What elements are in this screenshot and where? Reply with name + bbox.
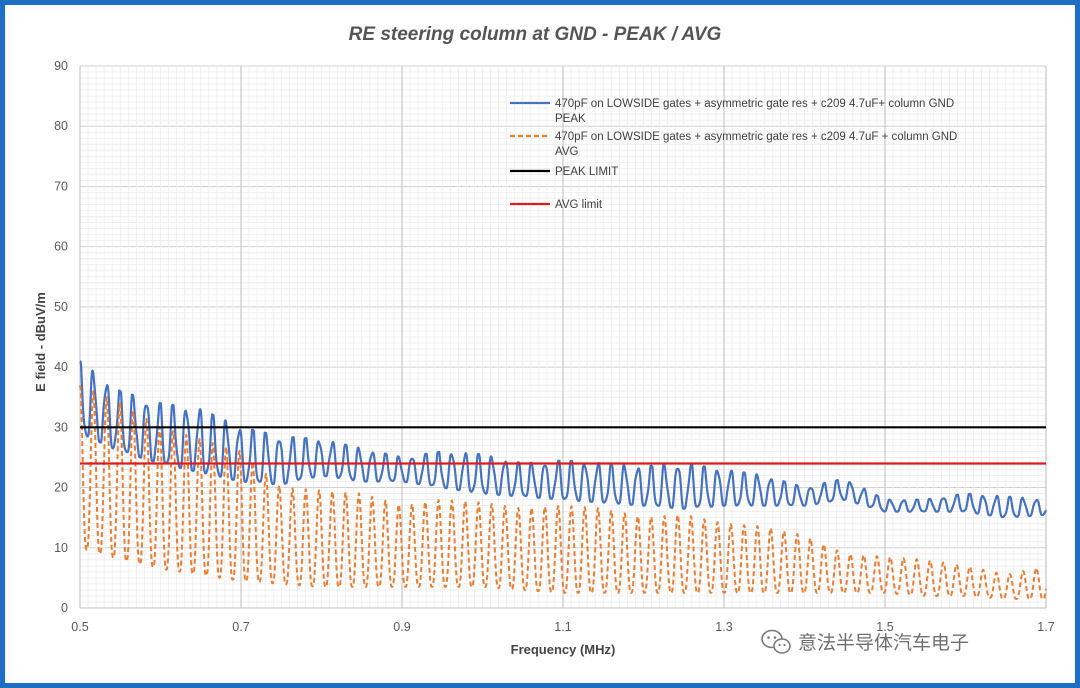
x-tick-label: 1.5 bbox=[876, 620, 893, 634]
y-axis-ticks: 0 10 20 30 40 50 60 70 80 90 bbox=[54, 59, 68, 615]
y-tick-label: 80 bbox=[54, 119, 68, 133]
x-tick-label: 0.7 bbox=[232, 620, 249, 634]
x-tick-label: 0.5 bbox=[71, 620, 88, 634]
legend: 470pF on LOWSIDE gates + asymmetric gate… bbox=[510, 98, 957, 211]
legend-entry: AVG limit bbox=[555, 199, 603, 211]
x-tick-label: 0.9 bbox=[393, 620, 410, 634]
legend-entry: 470pF on LOWSIDE gates + asymmetric gate… bbox=[555, 98, 954, 125]
y-tick-label: 60 bbox=[54, 240, 68, 254]
y-tick-label: 30 bbox=[54, 420, 68, 434]
chart-title: RE steering column at GND - PEAK / AVG bbox=[349, 24, 722, 45]
chart-frame: RE steering column at GND - PEAK / AVG 0… bbox=[5, 5, 1075, 683]
series-avg-line bbox=[79, 385, 1047, 600]
x-axis-label: Frequency (MHz) bbox=[511, 642, 616, 657]
wechat-icon bbox=[761, 629, 791, 654]
legend-entry: 470pF on LOWSIDE gates + asymmetric gate… bbox=[555, 131, 957, 158]
x-tick-label: 1.7 bbox=[1037, 620, 1054, 634]
y-tick-label: 10 bbox=[54, 541, 68, 555]
series-peak-line bbox=[79, 360, 1047, 519]
watermark: 意法半导体汽车电子 bbox=[761, 629, 969, 654]
y-axis-label: E field - dBuV/m bbox=[33, 292, 48, 392]
y-tick-label: 90 bbox=[54, 59, 68, 73]
watermark-text: 意法半导体汽车电子 bbox=[798, 632, 969, 654]
y-tick-label: 40 bbox=[54, 360, 68, 374]
y-tick-label: 50 bbox=[54, 300, 68, 314]
y-tick-label: 20 bbox=[54, 481, 68, 495]
y-tick-label: 70 bbox=[54, 179, 68, 193]
series-group bbox=[79, 360, 1047, 600]
y-tick-label: 0 bbox=[61, 601, 68, 615]
legend-entry: PEAK LIMIT bbox=[555, 166, 618, 178]
x-axis-ticks: 0.5 0.7 0.9 1.1 1.3 1.5 1.7 bbox=[71, 620, 1054, 634]
x-tick-label: 1.3 bbox=[715, 620, 732, 634]
x-tick-label: 1.1 bbox=[554, 620, 571, 634]
chart: RE steering column at GND - PEAK / AVG 0… bbox=[33, 24, 1055, 657]
